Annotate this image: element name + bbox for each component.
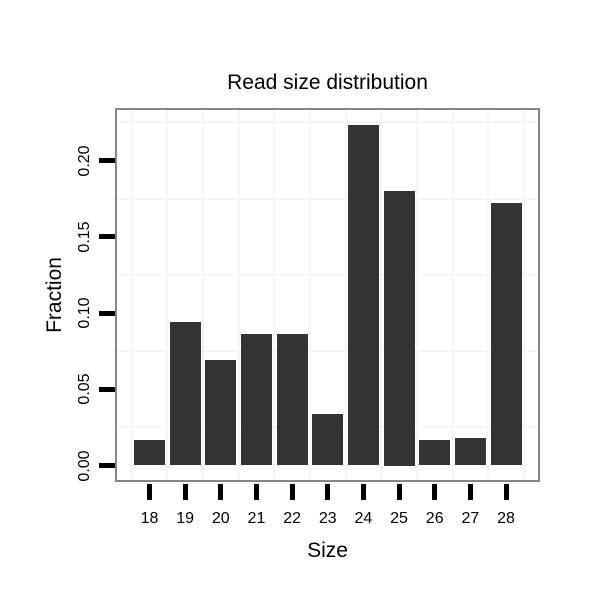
bar-size-21	[240, 334, 272, 466]
v-gridline	[166, 110, 169, 480]
x-tick-label: 18	[140, 510, 159, 527]
x-tick-label: 19	[176, 510, 195, 527]
v-gridline	[522, 110, 525, 480]
h-gridline	[117, 197, 538, 200]
v-gridline	[451, 110, 454, 480]
x-tick-mark	[182, 484, 188, 500]
y-tick-mark	[99, 386, 115, 392]
x-tick-mark	[147, 484, 152, 500]
bar-size-24	[347, 125, 379, 466]
x-tick-label: 21	[247, 510, 266, 527]
y-tick-label: 0.20	[76, 144, 93, 177]
h-gridline	[117, 273, 538, 276]
x-tick-mark	[218, 484, 224, 500]
y-tick-mark	[99, 463, 115, 468]
bar-size-19	[169, 322, 201, 466]
v-gridline	[308, 110, 311, 480]
bar-size-26	[419, 439, 451, 466]
x-tick-mark	[432, 484, 438, 500]
bar-size-22	[276, 334, 308, 466]
bar-size-20	[205, 360, 237, 466]
bar-size-27	[454, 438, 486, 466]
h-gridline	[117, 121, 538, 124]
x-tick-mark	[467, 484, 473, 500]
x-axis-title: Size	[307, 539, 348, 562]
x-tick-mark	[289, 484, 295, 500]
x-tick-label: 26	[425, 510, 444, 527]
v-gridline	[201, 110, 204, 480]
x-tick-mark	[325, 484, 331, 500]
h-gridline	[117, 350, 538, 353]
x-tick-label: 24	[354, 510, 373, 527]
x-tick-mark	[253, 484, 259, 500]
bar-size-28	[490, 203, 522, 466]
x-tick-label: 25	[390, 510, 408, 527]
y-axis-title: Fraction	[43, 257, 66, 333]
bar-size-25	[383, 191, 415, 466]
x-tick-label: 20	[211, 510, 230, 527]
v-gridline	[344, 110, 347, 480]
y-tick-label: 0.00	[76, 449, 93, 482]
bar-size-23	[312, 413, 344, 466]
chart-title: Read size distribution	[227, 71, 428, 94]
v-gridline	[415, 110, 418, 480]
y-tick-mark	[99, 234, 115, 240]
v-gridline	[273, 110, 276, 480]
x-tick-mark	[396, 484, 402, 500]
x-tick-label: 28	[497, 510, 515, 527]
y-tick-mark	[99, 158, 115, 163]
x-tick-mark	[360, 484, 366, 500]
y-tick-label: 0.15	[76, 221, 93, 253]
x-tick-label: 27	[461, 510, 480, 527]
v-gridline	[380, 110, 383, 480]
y-tick-label: 0.05	[76, 373, 93, 405]
x-tick-label: 22	[283, 510, 301, 527]
x-tick-label: 23	[318, 510, 337, 527]
x-tick-mark	[503, 484, 509, 500]
v-gridline	[487, 110, 490, 480]
y-tick-label: 0.10	[76, 297, 93, 329]
v-gridline	[237, 110, 240, 480]
bar-size-18	[134, 439, 165, 466]
y-tick-mark	[99, 310, 115, 316]
v-gridline	[130, 110, 133, 480]
